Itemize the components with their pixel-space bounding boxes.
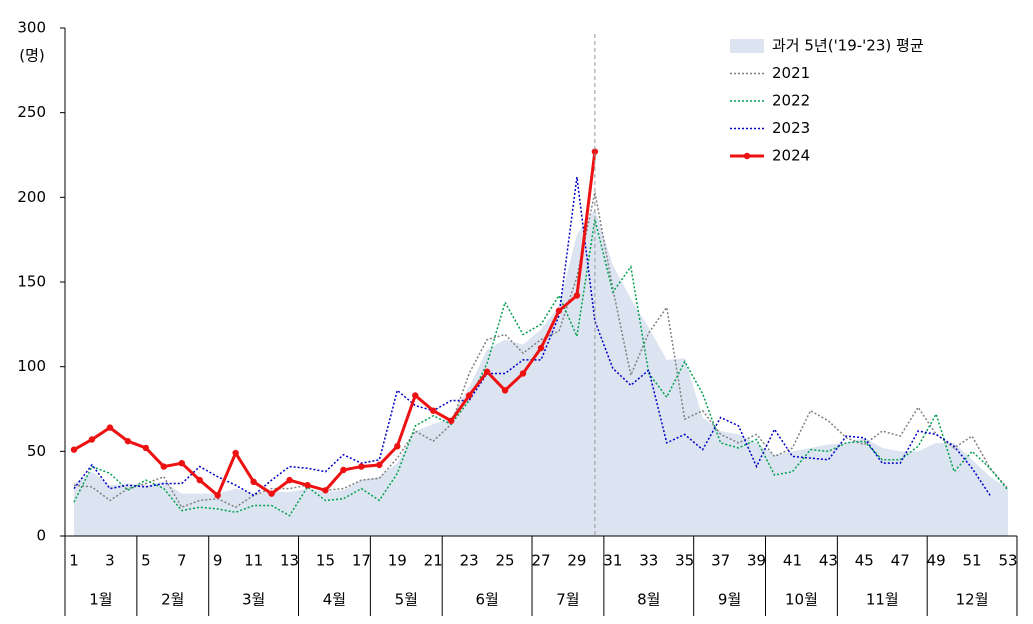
legend-swatch (730, 39, 764, 53)
y-tick-label: 0 (36, 527, 46, 545)
month-label: 11월 (866, 591, 899, 609)
month-label: 7월 (556, 591, 579, 609)
x-tick-label: 53 (998, 552, 1017, 570)
marker (196, 476, 203, 484)
legend-label: 2021 (772, 64, 810, 82)
marker (322, 487, 329, 494)
y-tick-label: 150 (17, 273, 46, 291)
x-tick-label: 45 (855, 552, 874, 570)
marker (358, 463, 365, 470)
y-tick-label: 50 (27, 442, 46, 460)
marker (214, 492, 221, 499)
marker (537, 344, 545, 352)
marker (555, 307, 563, 314)
marker (465, 392, 473, 399)
marker (304, 482, 311, 489)
marker (106, 424, 114, 431)
legend-label: 2024 (772, 147, 810, 165)
x-tick-label: 11 (244, 552, 263, 570)
x-tick-label: 33 (639, 552, 658, 570)
marker (70, 446, 78, 453)
marker (501, 387, 509, 394)
month-label: 9월 (718, 591, 741, 609)
marker (519, 370, 527, 377)
marker (286, 476, 293, 484)
x-tick-label: 7 (177, 552, 187, 570)
legend-label: 과거 5년('19-'23) 평균 (772, 37, 924, 55)
area (74, 209, 1008, 537)
x-tick-label: 29 (567, 552, 586, 570)
month-label: 5월 (395, 591, 418, 609)
marker (483, 368, 491, 375)
legend-marker (743, 152, 751, 160)
marker (394, 443, 401, 450)
marker (142, 444, 150, 452)
marker (430, 407, 437, 414)
legend-label: 2023 (772, 119, 810, 137)
marker (160, 463, 168, 470)
x-tick-label: 35 (675, 552, 694, 570)
x-tick-label: 31 (603, 552, 622, 570)
marker (88, 436, 96, 443)
marker (412, 392, 419, 399)
month-label: 10월 (785, 591, 818, 609)
month-label: 1월 (89, 591, 112, 609)
x-tick-label: 5 (141, 552, 151, 570)
legend-label: 2022 (772, 92, 810, 110)
marker (447, 417, 455, 425)
month-label: 3월 (242, 591, 265, 609)
marker (232, 449, 239, 457)
x-tick-label: 47 (891, 552, 910, 570)
y-tick-label: 200 (17, 188, 46, 206)
x-tick-label: 9 (213, 552, 223, 570)
y-axis-label: (명) (19, 47, 45, 65)
x-tick-label: 21 (424, 552, 443, 570)
month-label: 4월 (323, 591, 346, 609)
marker (124, 437, 132, 445)
month-label: 8월 (637, 591, 660, 609)
line (73, 219, 1009, 517)
marker (573, 292, 581, 299)
line (73, 192, 1009, 509)
month-label: 2월 (161, 591, 184, 609)
month-label: 6월 (475, 591, 498, 609)
x-tick-label: 49 (927, 552, 946, 570)
x-tick-label: 39 (747, 552, 766, 570)
x-tick-label: 27 (531, 552, 550, 570)
marker (591, 148, 599, 155)
x-tick-label: 17 (352, 552, 371, 570)
x-tick-label: 23 (460, 552, 479, 570)
x-tick-label: 13 (280, 552, 299, 570)
y-tick-label: 100 (17, 357, 46, 375)
y-tick-label: 250 (17, 103, 46, 121)
x-tick-label: 1 (69, 552, 79, 570)
x-tick-label: 25 (496, 552, 515, 570)
x-tick-label: 19 (388, 552, 407, 570)
x-tick-label: 37 (711, 552, 730, 570)
marker (340, 466, 347, 474)
x-tick-label: 43 (819, 552, 838, 570)
month-label: 12월 (956, 591, 989, 609)
marker (268, 490, 275, 497)
line (73, 151, 597, 498)
x-tick-label: 15 (316, 552, 335, 570)
marker (250, 478, 257, 486)
y-tick-label: 300 (17, 19, 46, 37)
x-tick-label: 3 (105, 552, 115, 570)
x-tick-label: 51 (963, 552, 982, 570)
marker (376, 461, 383, 469)
marker (178, 459, 185, 467)
x-tick-label: 41 (783, 552, 802, 570)
